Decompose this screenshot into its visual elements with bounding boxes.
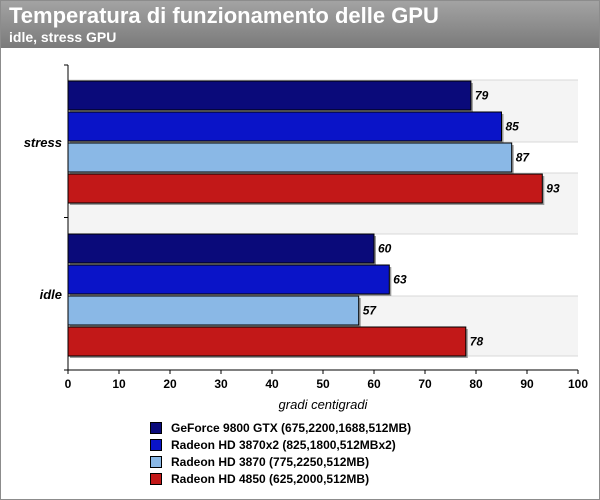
legend-item: Radeon HD 3870x2 (825,1800,512MBx2) xyxy=(150,436,411,453)
legend-label: Radeon HD 3870x2 (825,1800,512MBx2) xyxy=(171,437,396,452)
legend-label: Radeon HD 4850 (625,2000,512MB) xyxy=(171,471,370,486)
bar-value-label: 63 xyxy=(393,273,407,287)
x-tick-label: 60 xyxy=(367,377,381,391)
bar-value-label: 85 xyxy=(506,120,520,134)
x-tick-label: 40 xyxy=(265,377,279,391)
x-tick-label: 90 xyxy=(520,377,534,391)
plot-band xyxy=(68,65,578,80)
category-label: idle xyxy=(40,287,62,302)
legend-item: Radeon HD 3870 (775,2250,512MB) xyxy=(150,453,411,470)
chart-subtitle: idle, stress GPU xyxy=(9,29,117,45)
chart-header: Temperatura di funzionamento delle GPU i… xyxy=(1,1,599,48)
bar xyxy=(67,233,375,264)
x-tick-label: 50 xyxy=(316,377,330,391)
legend-swatch xyxy=(150,455,162,468)
x-tick-label: 100 xyxy=(568,377,588,391)
bar xyxy=(67,264,390,295)
bar xyxy=(67,80,472,111)
legend-item: GeForce 9800 GTX (675,2200,1688,512MB) xyxy=(150,419,411,436)
bar xyxy=(67,295,360,326)
plot-band xyxy=(68,356,578,370)
legend-label: Radeon HD 3870 (775,2250,512MB) xyxy=(171,454,370,469)
bar xyxy=(67,111,502,142)
category-label: stress xyxy=(24,135,62,150)
bar xyxy=(67,173,543,204)
legend-label: GeForce 9800 GTX (675,2200,1688,512MB) xyxy=(171,420,412,435)
bar-value-label: 60 xyxy=(378,242,392,256)
bar-value-label: 78 xyxy=(470,335,484,349)
bar-value-label: 87 xyxy=(516,151,531,165)
bar xyxy=(67,142,513,173)
x-tick-label: 0 xyxy=(65,377,72,391)
bar xyxy=(67,326,467,357)
bar-value-label: 93 xyxy=(546,182,560,196)
legend-item: Radeon HD 4850 (625,2000,512MB) xyxy=(150,470,411,487)
legend-swatch xyxy=(150,472,162,485)
x-tick-label: 80 xyxy=(469,377,483,391)
legend-swatch xyxy=(150,438,162,451)
x-tick-label: 10 xyxy=(112,377,126,391)
chart-title: Temperatura di funzionamento delle GPU xyxy=(9,3,439,28)
legend-swatch xyxy=(150,421,162,434)
bar-value-label: 79 xyxy=(475,89,489,103)
chart-legend: GeForce 9800 GTX (675,2200,1688,512MB) Ra… xyxy=(150,419,411,487)
x-tick-label: 30 xyxy=(214,377,228,391)
x-axis-title: gradi centigradi xyxy=(279,397,369,412)
x-tick-label: 70 xyxy=(418,377,432,391)
bar-value-label: 57 xyxy=(363,304,378,318)
x-tick-label: 20 xyxy=(163,377,177,391)
